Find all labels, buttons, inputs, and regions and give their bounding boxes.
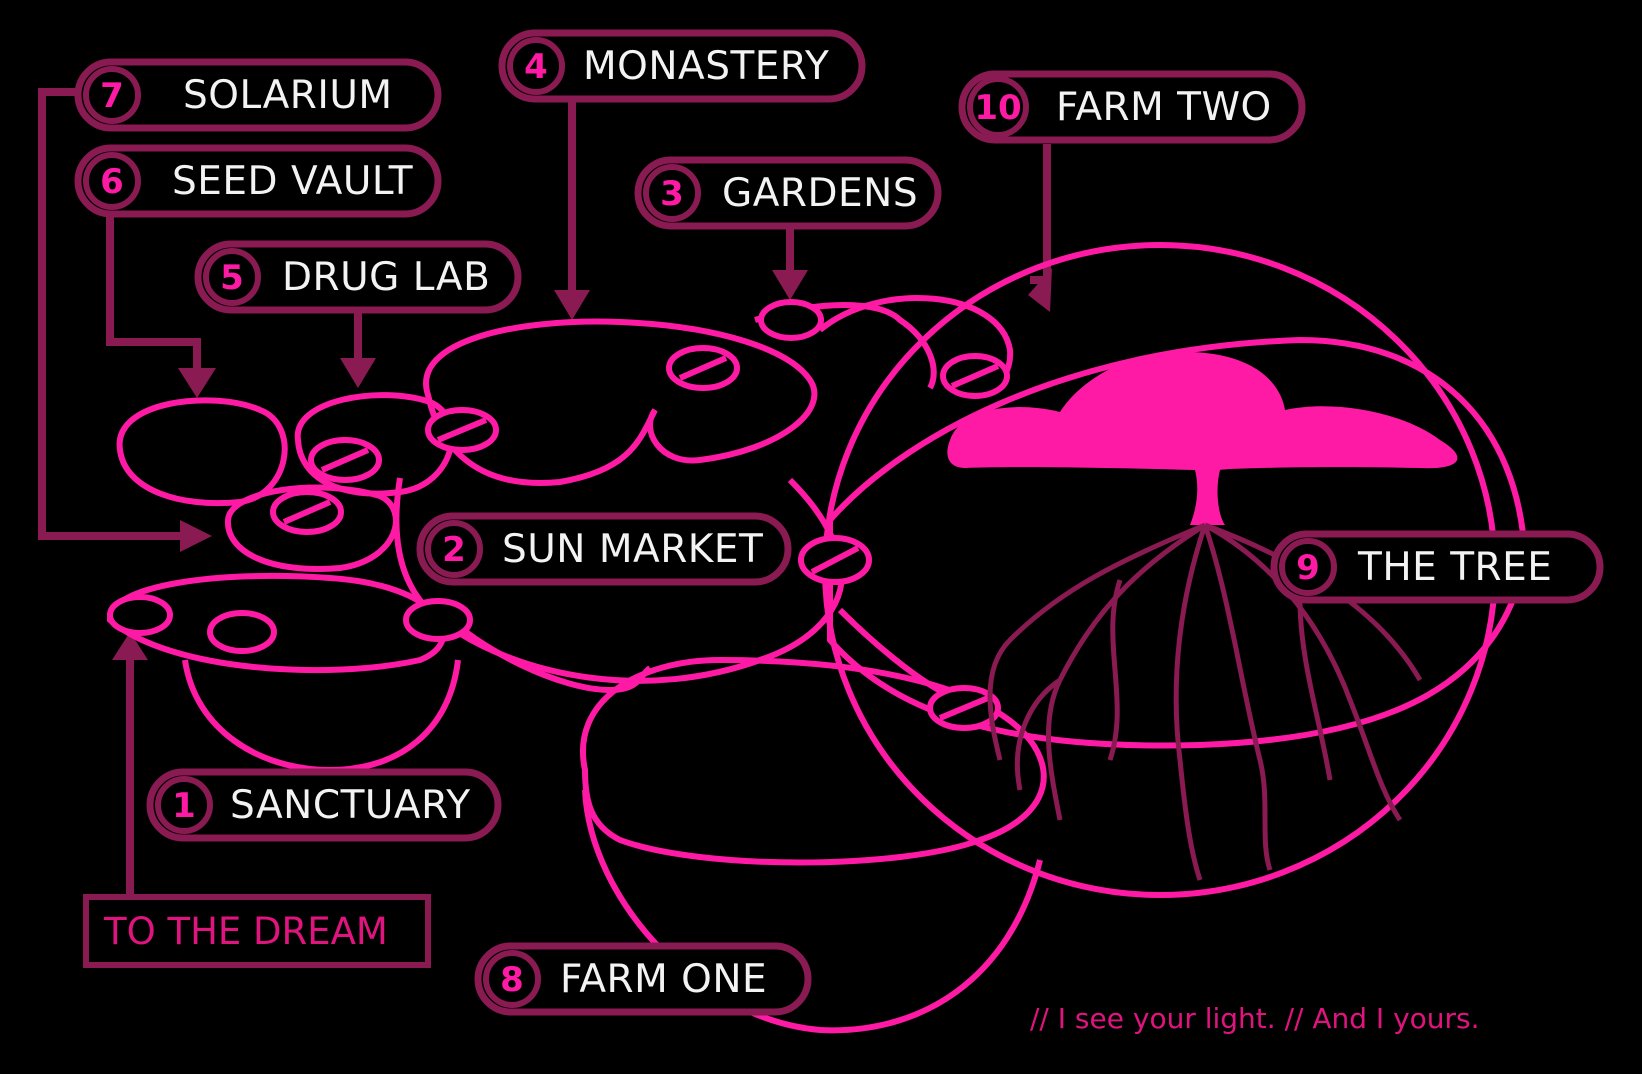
location-number: 5 (220, 258, 244, 298)
door-drug-lab (308, 437, 382, 483)
door-monastery-east (666, 345, 740, 391)
location-number: 9 (1296, 548, 1320, 588)
location-name: FARM ONE (560, 957, 767, 1002)
location-name: FARM TWO (1056, 85, 1272, 130)
exit-label: TO THE DREAM (103, 910, 388, 953)
location-name: SUN MARKET (502, 527, 763, 572)
location-name: GARDENS (722, 171, 918, 216)
location-label-drug-lab[interactable]: 5 DRUG LAB (194, 240, 522, 314)
location-number: 6 (100, 162, 124, 202)
footer-quote: // I see your light. // And I yours. (1030, 1002, 1480, 1035)
room-monastery (423, 318, 818, 486)
location-label-the-tree[interactable]: 9 THE TREE (1270, 530, 1604, 604)
room-seed-vault (116, 397, 288, 507)
door-farm-one (927, 685, 1001, 731)
location-name: THE TREE (1357, 545, 1552, 590)
door-sanctuary-b (207, 610, 277, 654)
location-label-farm-one[interactable]: 8 FARM ONE (474, 942, 812, 1016)
location-name: SANCTUARY (230, 783, 471, 828)
doors (107, 299, 1010, 731)
door-sun-market (403, 598, 473, 642)
door-tree-west (798, 535, 872, 585)
room-farm-one (580, 656, 1047, 866)
location-number: 10 (974, 88, 1021, 128)
door-solarium (270, 489, 344, 535)
to-the-dream-exit[interactable]: TO THE DREAM (83, 894, 431, 968)
location-number: 1 (172, 786, 196, 826)
location-label-monastery[interactable]: 4 MONASTERY (498, 29, 866, 103)
location-label-sanctuary[interactable]: 1 SANCTUARY (146, 768, 502, 842)
location-number: 7 (100, 76, 124, 116)
location-label-seed-vault[interactable]: 6 SEED VAULT (74, 144, 442, 218)
labels: 7 SOLARIUM 6 SEED VAULT 5 DRUG LAB 4 MON… (74, 29, 1604, 1035)
location-name: DRUG LAB (282, 255, 490, 300)
door-farm-two (940, 353, 1010, 399)
location-number: 4 (524, 47, 548, 87)
tree-icon (947, 351, 1458, 881)
arrow-heads (112, 268, 1052, 660)
location-label-sun-market[interactable]: 2 SUN MARKET (416, 512, 792, 586)
door-sanctuary-a (107, 594, 173, 636)
location-label-solarium[interactable]: 7 SOLARIUM (74, 58, 442, 132)
door-gardens (758, 299, 824, 341)
location-number: 2 (442, 530, 466, 570)
location-number: 3 (660, 174, 684, 214)
location-name: SEED VAULT (172, 159, 413, 204)
location-number: 8 (500, 960, 524, 1000)
door-monastery-west (425, 407, 499, 453)
location-name: SOLARIUM (183, 73, 393, 118)
location-label-gardens[interactable]: 3 GARDENS (634, 156, 942, 230)
location-name: MONASTERY (583, 44, 829, 89)
room-sanctuary-bowl (182, 659, 461, 774)
location-label-farm-two[interactable]: 10 FARM TWO (958, 70, 1306, 144)
room-farm-one-bowl (582, 789, 1043, 1034)
